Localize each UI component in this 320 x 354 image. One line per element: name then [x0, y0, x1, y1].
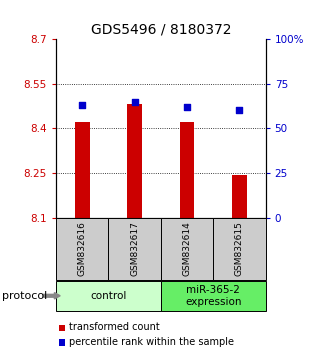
Bar	[127, 104, 142, 218]
Bar	[232, 175, 247, 218]
Point	[80, 102, 85, 108]
Point	[237, 108, 242, 113]
Bar	[75, 122, 90, 218]
Text: control: control	[90, 291, 127, 301]
Title: GDS5496 / 8180372: GDS5496 / 8180372	[91, 22, 231, 36]
Text: protocol: protocol	[2, 291, 47, 301]
Text: GSM832617: GSM832617	[130, 221, 139, 276]
Text: GSM832615: GSM832615	[235, 221, 244, 276]
Text: GSM832616: GSM832616	[78, 221, 87, 276]
Text: percentile rank within the sample: percentile rank within the sample	[69, 337, 234, 347]
Text: GSM832614: GSM832614	[182, 221, 191, 276]
Point	[184, 104, 189, 110]
Bar	[180, 122, 194, 218]
Point	[132, 99, 137, 104]
Text: transformed count: transformed count	[69, 322, 160, 332]
Text: miR-365-2
expression: miR-365-2 expression	[185, 285, 242, 307]
